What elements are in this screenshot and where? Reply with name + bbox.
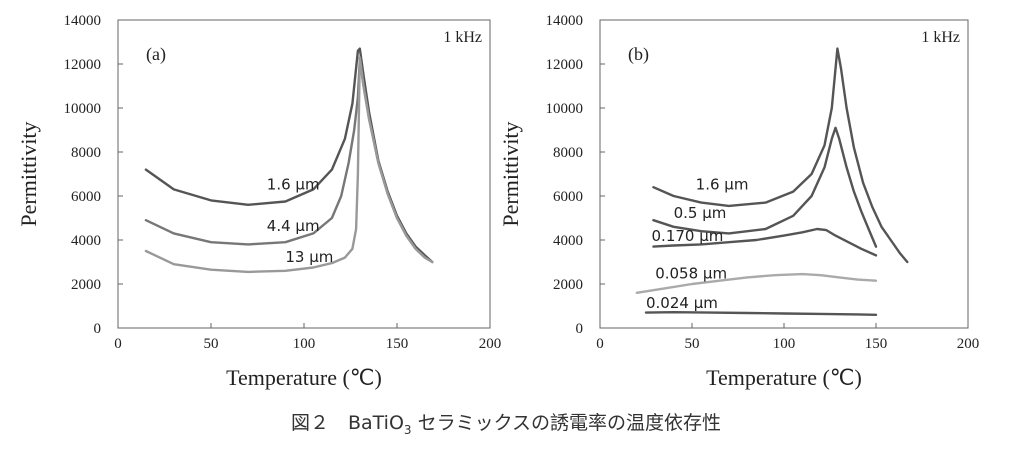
y-axis-title: Permittivity: [16, 121, 41, 226]
series-label: 0.024 μm: [646, 294, 718, 312]
y-tick-label: 12000: [64, 57, 102, 73]
panel-label: (a): [146, 44, 166, 65]
y-tick-label: 0: [94, 321, 102, 337]
series-label: 13 μm: [285, 248, 333, 266]
caption-subscript: 3: [403, 422, 412, 437]
series-label: 1.6 μm: [696, 175, 749, 193]
y-tick-label: 4000: [71, 233, 101, 249]
x-axis-title: Temperature (℃): [706, 365, 862, 390]
x-axis-title: Temperature (℃): [226, 365, 382, 390]
y-tick-label: 14000: [546, 13, 584, 29]
y-axis-title: Permittivity: [498, 121, 523, 226]
x-tick-label: 150: [386, 336, 409, 352]
y-tick-label: 8000: [553, 145, 583, 161]
x-tick-label: 0: [596, 336, 604, 352]
series-line: [652, 47, 909, 264]
y-tick-label: 4000: [553, 233, 583, 249]
x-tick-label: 100: [293, 336, 316, 352]
caption-suffix: セラミックスの誘電率の温度依存性: [411, 412, 722, 434]
series-label: 0.170 μm: [652, 227, 724, 245]
y-tick-label: 10000: [64, 101, 102, 117]
frequency-label: 1 kHz: [921, 29, 960, 46]
y-tick-label: 6000: [71, 189, 101, 205]
y-tick-label: 10000: [546, 101, 584, 117]
series-label: 1.6 μm: [267, 175, 320, 193]
series-line: [652, 227, 878, 257]
panel-label: (b): [628, 44, 649, 65]
frequency-label: 1 kHz: [443, 29, 482, 46]
y-tick-label: 8000: [71, 145, 101, 161]
x-tick-label: 200: [479, 336, 502, 352]
series-label: 0.058 μm: [655, 265, 727, 283]
series-line: [635, 272, 878, 294]
series-label: 4.4 μm: [267, 217, 320, 235]
caption-prefix: 図２ BaTiO: [290, 412, 404, 434]
y-tick-label: 12000: [546, 57, 584, 73]
x-tick-label: 0: [114, 336, 122, 352]
series-label: 0.5 μm: [674, 204, 727, 222]
series-line: [144, 56, 434, 274]
panel-b: 0 50 100 150 2000200040006000800010000120001…: [498, 13, 979, 390]
plot-frame: [117, 19, 491, 329]
y-tick-label: 14000: [64, 13, 102, 29]
y-tick-label: 2000: [71, 277, 101, 293]
x-tick-label: 200: [957, 336, 980, 352]
series-line: [652, 126, 878, 248]
y-tick-label: 2000: [553, 277, 583, 293]
series-line: [644, 311, 878, 316]
figure-caption: 図２ BaTiO3 セラミックスの誘電率の温度依存性: [0, 408, 1012, 437]
y-tick-label: 0: [576, 321, 584, 337]
y-tick-label: 6000: [553, 189, 583, 205]
x-tick-label: 150: [865, 336, 888, 352]
x-tick-label: 50: [204, 336, 219, 352]
panel-a: 0 50 100 150 2000200040006000800010000120001…: [16, 13, 501, 390]
x-tick-label: 100: [773, 336, 796, 352]
x-tick-label: 50: [685, 336, 700, 352]
